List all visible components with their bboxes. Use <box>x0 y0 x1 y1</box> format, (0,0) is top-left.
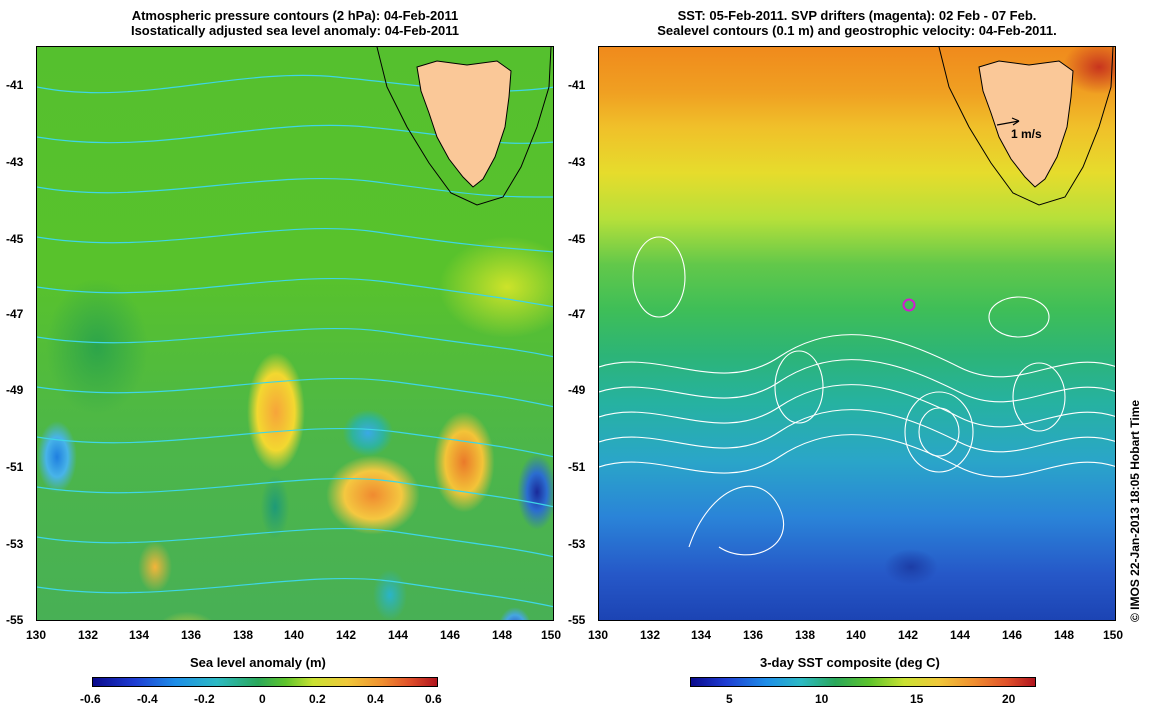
velocity-scale-label: 1 m/s <box>1011 127 1042 141</box>
left-x-tick: 136 <box>181 628 202 642</box>
right-title-line1: SST: 05-Feb-2011. SVP drifters (magenta)… <box>677 8 1037 23</box>
velocity-arrow-icon <box>996 117 1020 126</box>
left-map-overlay <box>37 47 553 608</box>
left-colorbar-label: Sea level anomaly (m) <box>190 655 326 670</box>
right-colorbar-label: 3-day SST composite (deg C) <box>760 655 940 670</box>
left-x-tick: 140 <box>284 628 305 642</box>
left-colorbar-tick: -0.2 <box>194 692 215 706</box>
right-x-tick: 144 <box>950 628 971 642</box>
right-y-tick: -53 <box>568 537 586 551</box>
right-colorbar-tick: 15 <box>910 692 924 706</box>
left-y-tick: -53 <box>6 537 24 551</box>
left-sea-level-map <box>36 46 554 621</box>
right-x-tick: 138 <box>795 628 816 642</box>
left-y-tick: -47 <box>6 307 24 321</box>
right-x-tick: 140 <box>846 628 867 642</box>
shelf-contour <box>376 47 552 206</box>
tasmania-land <box>978 60 1074 188</box>
right-colorbar-tick: 10 <box>815 692 829 706</box>
credit-text: © IMOS 22-Jan-2013 18:05 Hobart Time <box>1128 399 1142 622</box>
left-x-tick: 132 <box>78 628 99 642</box>
right-title-line2: Sealevel contours (0.1 m) and geostrophi… <box>657 23 1057 38</box>
left-x-tick: 142 <box>336 628 357 642</box>
left-y-tick: -49 <box>6 383 24 397</box>
left-colorbar-tick: -0.6 <box>80 692 101 706</box>
right-colorbar <box>690 677 1036 687</box>
sealevel-contours <box>599 236 1115 556</box>
left-x-tick: 146 <box>440 628 461 642</box>
left-x-tick: 150 <box>541 628 562 642</box>
right-x-tick: 130 <box>588 628 609 642</box>
left-colorbar-tick: 0.4 <box>367 692 384 706</box>
shelf-contour <box>938 47 1114 206</box>
right-y-tick: -55 <box>568 613 586 627</box>
left-x-tick: 144 <box>388 628 409 642</box>
right-x-tick: 148 <box>1054 628 1075 642</box>
right-x-tick: 134 <box>691 628 712 642</box>
left-colorbar <box>92 677 438 687</box>
left-y-tick: -43 <box>6 155 24 169</box>
left-y-tick: -41 <box>6 78 24 92</box>
right-y-tick: -51 <box>568 460 586 474</box>
left-y-tick: -45 <box>6 232 24 246</box>
left-y-tick: -55 <box>6 613 24 627</box>
right-y-tick: -49 <box>568 383 586 397</box>
left-x-tick: 138 <box>233 628 254 642</box>
right-y-tick: -41 <box>568 78 586 92</box>
left-colorbar-tick: 0.6 <box>425 692 442 706</box>
right-y-tick: -43 <box>568 155 586 169</box>
right-colorbar-tick: 20 <box>1002 692 1016 706</box>
right-colorbar-tick: 5 <box>726 692 733 706</box>
left-title-line2: Isostatically adjusted sea level anomaly… <box>130 23 460 38</box>
pressure-contours <box>37 74 553 608</box>
left-colorbar-tick: 0.2 <box>309 692 326 706</box>
left-y-tick: -51 <box>6 460 24 474</box>
left-colorbar-tick: -0.4 <box>137 692 158 706</box>
right-map-overlay <box>599 47 1115 556</box>
drifter-marker-icon <box>902 298 916 312</box>
right-y-tick: -47 <box>568 307 586 321</box>
left-colorbar-tick: 0 <box>259 692 266 706</box>
right-x-tick: 142 <box>898 628 919 642</box>
right-x-tick: 136 <box>743 628 764 642</box>
tasmania-land <box>416 60 512 188</box>
right-x-tick: 146 <box>1002 628 1023 642</box>
left-title-line1: Atmospheric pressure contours (2 hPa): 0… <box>131 8 459 23</box>
left-x-tick: 134 <box>129 628 150 642</box>
right-sst-map: 1 m/s <box>598 46 1116 621</box>
left-x-tick: 148 <box>492 628 513 642</box>
right-x-tick: 132 <box>640 628 661 642</box>
right-y-tick: -45 <box>568 232 586 246</box>
right-x-tick: 150 <box>1103 628 1124 642</box>
left-x-tick: 130 <box>26 628 47 642</box>
